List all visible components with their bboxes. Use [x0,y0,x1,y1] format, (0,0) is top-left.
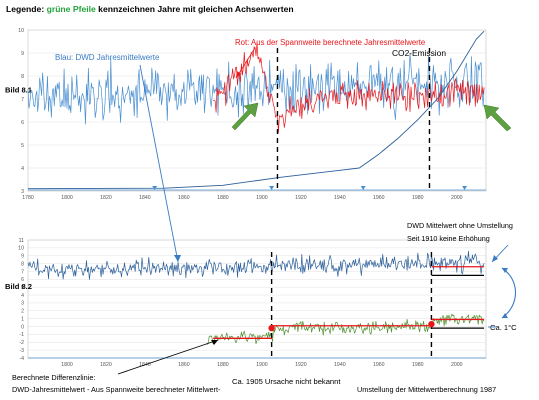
x-tick-label: 1920 [295,362,307,368]
annotation-ca1c: Ca. 1°C [490,323,517,332]
x-tick-label: 2000 [451,195,463,201]
series-line-0 [27,250,485,280]
x-tick-label: 1900 [256,195,268,201]
x-tick-label: 1980 [412,195,424,201]
x-tick-label: 1860 [178,362,190,368]
y-tick-label: 7 [21,269,24,275]
y-tick-label: 10 [18,246,24,252]
x-tick-label: 1960 [373,195,385,201]
annotation-co2: CO2-Emission [392,48,446,58]
y-tick-label: 4 [21,166,24,172]
y-tick-label: 6 [21,277,24,283]
x-tick-label: 1840 [139,195,151,201]
legend-rest: kennzeichnen Jahre mit gleichen Achsenwe… [98,4,294,14]
baseline-marker [462,186,468,190]
y-tick-label: 4 [21,293,24,299]
annotation-red: Rot: Aus der Spannweite berechnete Jahre… [235,38,425,47]
x-tick-label: 2000 [451,362,463,368]
y-tick-label: -1 [19,332,24,338]
y-tick-label: 9 [21,254,24,260]
annotation-arrow-head [174,255,181,262]
annotation-dwd-line2: Seit 1910 keine Erhöhung [407,234,490,243]
annotation-pointer-head [236,71,241,78]
x-tick-label: 1920 [295,195,307,201]
y-tick-label: 3 [21,301,24,307]
y-tick-label: -3 [19,348,24,354]
series-line-0 [27,53,485,125]
x-tick-label: 1940 [334,195,346,201]
annotation-diff1: Berechnete Differenzlinie: [12,373,95,382]
x-tick-label: 1880 [217,362,229,368]
annotation-blue: Blau: DWD Jahresmittelwerte [55,53,160,62]
x-tick-label: 1960 [373,362,385,368]
y-tick-label: 7 [21,97,24,103]
green-arrow-right [483,104,512,132]
double-arrow-head [502,313,508,318]
x-tick-label: 1820 [100,195,112,201]
y-tick-label: 5 [21,285,24,291]
x-tick-label: 1860 [178,195,190,201]
y-tick-label: -4 [19,356,24,362]
annotation-arrow-head [211,340,218,345]
legend-prefix: Legende: [6,4,45,14]
annotation-ca1905: Ca. 1905 Ursache nicht bekannt [232,377,341,386]
y-tick-label: -2 [19,340,24,346]
x-tick-label: 1820 [100,362,112,368]
panel-label: Bild 8.1 [5,86,33,95]
double-arrow-head [502,268,508,273]
annotation-dwd-line1: DWD Mittelwert ohne Umstellung [407,221,513,230]
double-arrow [501,267,516,319]
baseline-marker [152,186,158,190]
annotation-arrow-line [139,64,179,263]
series-line-1 [206,313,485,345]
y-tick-label: 8 [21,261,24,267]
panel-label: Bild 8.2 [5,282,32,291]
green-arrow-left [231,102,259,131]
baseline-marker [269,186,275,190]
y-tick-label: 1 [21,316,24,322]
annotation-pointer-head [492,255,498,262]
annotation-diff2: DWD-Jahresmittelwert - Aus Spannweite be… [12,385,221,394]
baseline-marker [360,186,366,190]
series-line-2 [27,30,485,190]
red-dot [268,324,275,332]
x-tick-label: 1800 [61,195,73,201]
red-dot [428,320,435,328]
x-tick-label: 1940 [334,362,346,368]
x-tick-label: 1980 [412,362,424,368]
y-tick-label: 9 [21,51,24,57]
x-tick-label: 1800 [61,362,73,368]
y-tick-label: 2 [21,309,24,315]
legend-highlight: grüne Pfeile [46,4,96,14]
y-tick-label: 0 [21,324,24,330]
x-tick-label: 1780 [22,195,34,201]
annotation-umstellung: Umstellung der Mittelwertberechnung 1987 [357,385,496,394]
x-tick-label: 1900 [256,362,268,368]
y-tick-label: 8 [21,74,24,80]
y-tick-label: 11 [19,238,24,244]
legend-text: Legende: grüne Pfeile kennzeichnen Jahre… [6,4,294,14]
series-line-1 [212,42,485,134]
y-tick-label: 6 [21,120,24,126]
annotation-arrow-line [117,339,219,375]
y-tick-label: 5 [21,143,24,149]
y-tick-label: 3 [21,189,24,195]
x-tick-label: 1880 [217,195,229,201]
y-tick-label: 10 [18,28,24,34]
